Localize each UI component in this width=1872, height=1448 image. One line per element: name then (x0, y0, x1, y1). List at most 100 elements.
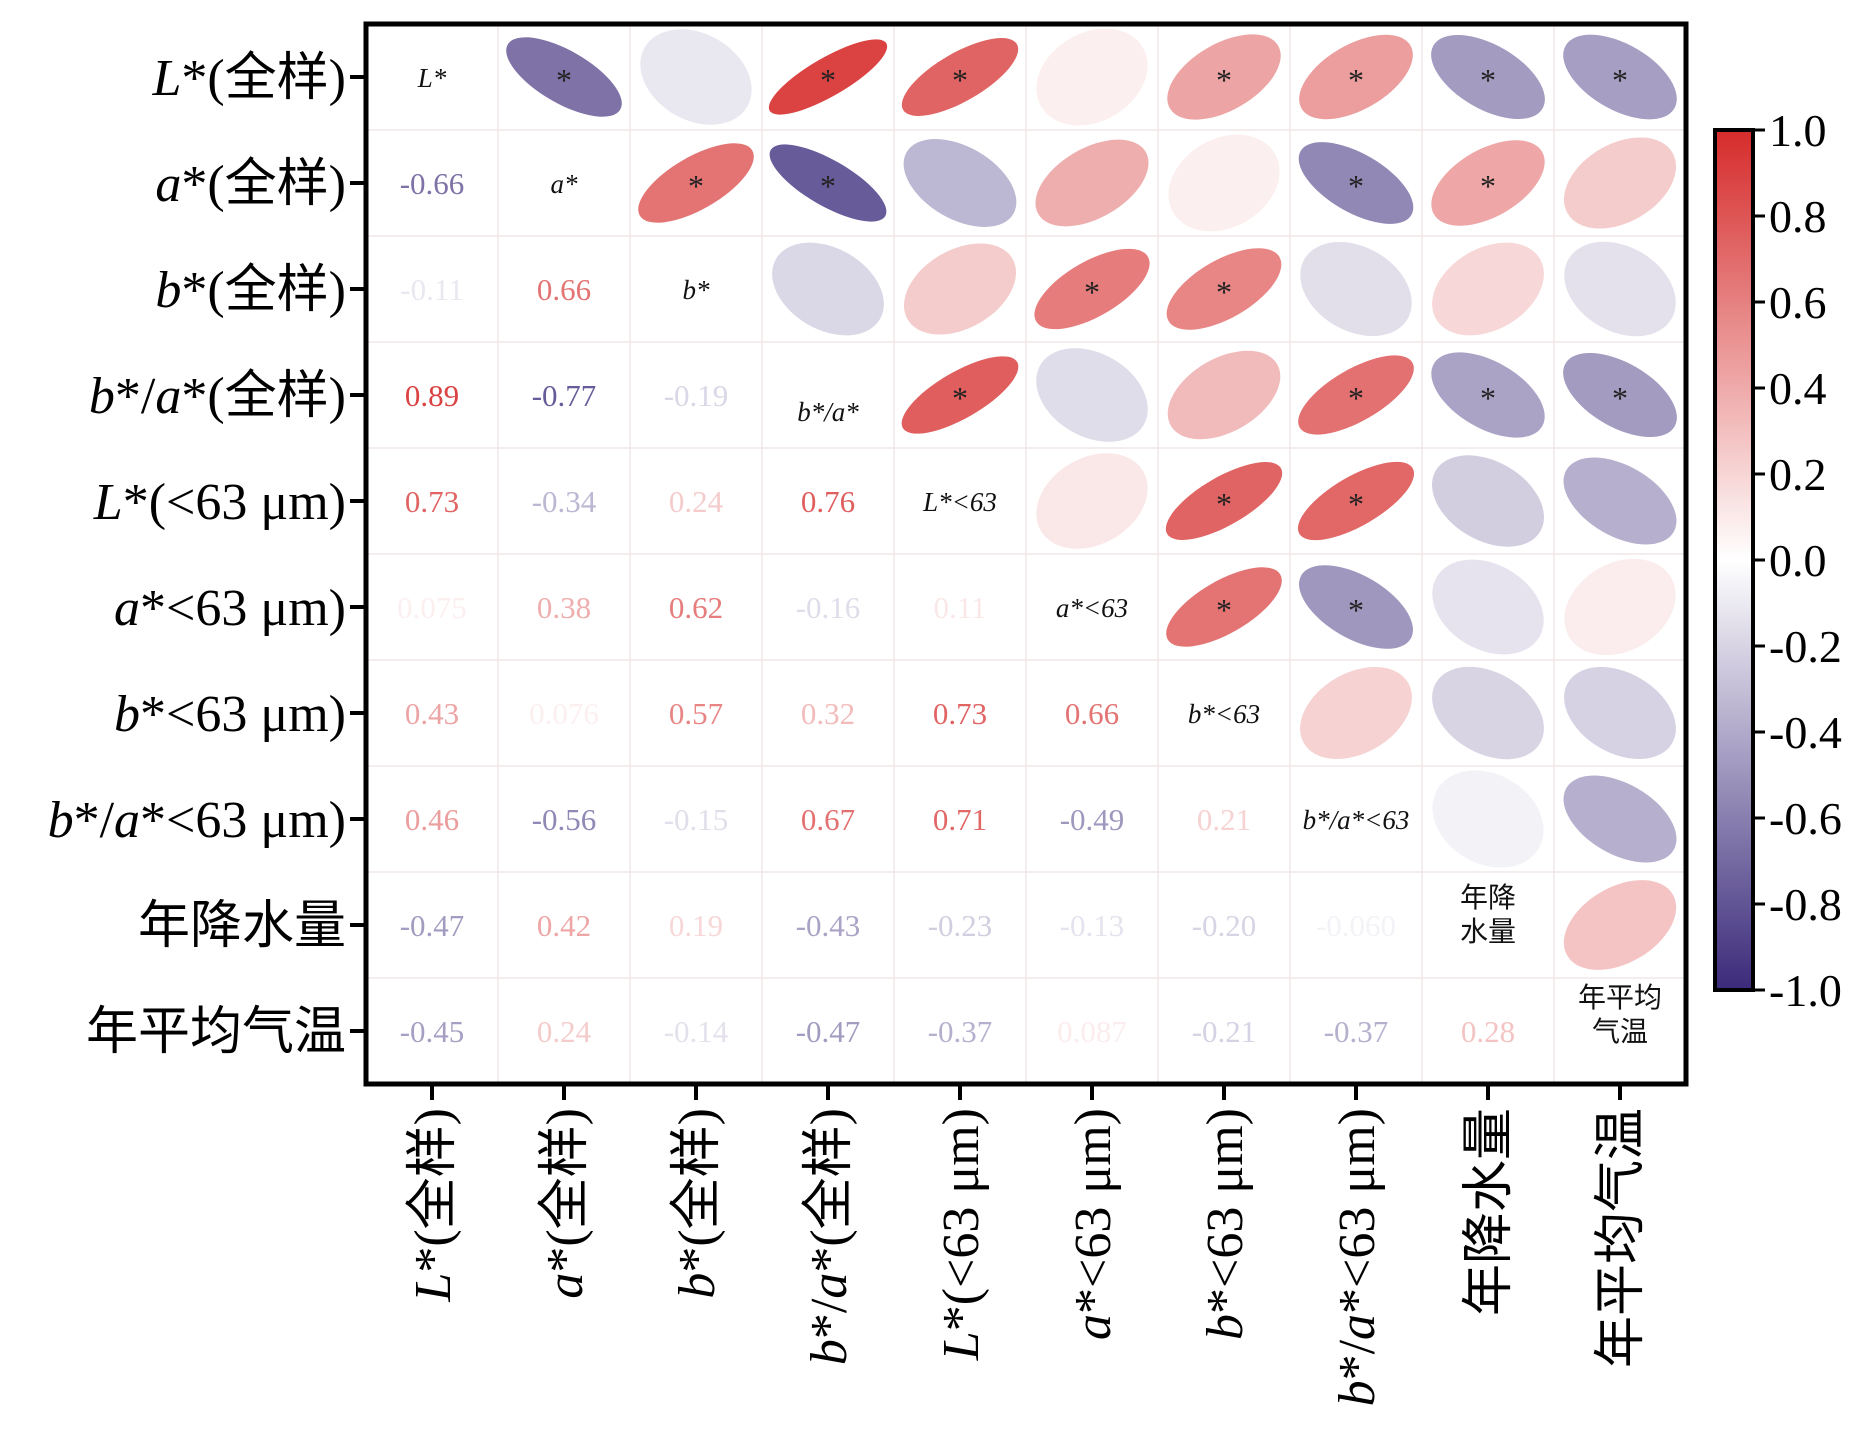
corr-value-label: -0.56 (532, 802, 597, 837)
corr-value-label: -0.13 (1060, 908, 1125, 943)
colorbar-tick-label: 0.6 (1769, 277, 1827, 328)
x-tick-label: a*(全样) (537, 1108, 594, 1299)
y-tick-label: b*/a*<63 μm) (48, 792, 346, 849)
corr-ellipse (640, 29, 752, 125)
corr-value-label: -0.15 (664, 802, 729, 837)
diagonal-label: 水量 (1460, 916, 1516, 948)
corr-value-label: 0.71 (933, 802, 987, 837)
corr-ellipse (1167, 350, 1281, 440)
y-tick-label: 年降水量 (138, 898, 346, 955)
corr-ellipse (1034, 248, 1150, 330)
upper-triangle-ellipses: * * * * * * * * * * * * * * * * * * * * * (506, 28, 1677, 970)
lower-triangle-values: -0.66 -0.11 0.66 0.89 -0.77 -0.19 0.73 -0.34 0.2… (397, 166, 1515, 1049)
corr-ellipse (1298, 142, 1414, 224)
corr-ellipse (1166, 248, 1282, 330)
y-tick-label: b*/a*(全样) (89, 368, 346, 425)
diagonal-label: L* (417, 63, 447, 93)
corr-ellipse (1165, 462, 1283, 540)
colorbar-tick-label: 0.0 (1769, 535, 1827, 586)
corr-value-label: 0.28 (1461, 1014, 1515, 1049)
corr-value-label: -0.060 (1316, 908, 1396, 943)
corr-ellipse (1035, 139, 1149, 227)
y-tick-label: a*(全样) (155, 156, 346, 213)
corr-ellipse (1432, 559, 1544, 655)
corr-ellipse (901, 356, 1019, 434)
corr-value-label: -0.16 (796, 590, 861, 625)
corr-ellipse (1431, 352, 1545, 438)
corr-value-label: -0.47 (796, 1014, 861, 1049)
significance-star: * (1612, 62, 1628, 98)
corr-value-label: 0.19 (669, 908, 723, 943)
significance-star: * (1480, 168, 1496, 204)
corr-value-label: 0.66 (1065, 696, 1119, 731)
corr-ellipse (1300, 666, 1412, 760)
corr-ellipse (903, 139, 1017, 227)
colorbar-tick-label: -0.8 (1769, 879, 1842, 930)
corr-ellipse (1036, 28, 1148, 126)
x-tick-label: L*(全样) (405, 1108, 462, 1303)
corr-ellipse (769, 144, 887, 222)
colorbar-tick-label: 0.4 (1769, 363, 1827, 414)
diagonal-label: b* (683, 275, 711, 305)
significance-star: * (1216, 274, 1232, 310)
corr-ellipse (1432, 242, 1544, 336)
plot-frame (363, 21, 1689, 1087)
corr-value-label: 0.73 (405, 484, 459, 519)
corr-ellipse (1563, 137, 1677, 229)
corr-value-label: 0.43 (405, 696, 459, 731)
corr-ellipse (1432, 666, 1544, 760)
corr-value-label: -0.23 (928, 908, 993, 943)
colorbar-tick-label: -0.6 (1769, 793, 1842, 844)
x-tick-label: b*/a*(全样) (801, 1108, 858, 1365)
corr-ellipse (1564, 666, 1676, 760)
significance-star: * (1348, 380, 1364, 416)
corr-ellipse (901, 38, 1019, 116)
corr-value-label: -0.11 (400, 272, 463, 307)
corr-ellipse (1564, 558, 1676, 656)
corr-ellipse (768, 39, 888, 115)
corr-value-label: 0.076 (529, 696, 599, 731)
corr-ellipse (1563, 457, 1677, 545)
colorbar: 1.0 0.8 0.6 0.4 0.2 0.0 -0.2 -0.4 -0.6 -0.8 -1.0 (1713, 105, 1842, 1016)
corr-ellipse (903, 243, 1017, 335)
corr-ellipse (1564, 241, 1676, 337)
corr-ellipse (1167, 34, 1281, 120)
diagonal-label: b*/a* (797, 397, 859, 427)
significance-star: * (1216, 62, 1232, 98)
corr-value-label: 0.38 (537, 590, 591, 625)
corr-ellipse (1036, 348, 1148, 442)
corr-ellipse (1168, 134, 1280, 232)
y-tick-label: L*(全样) (151, 50, 346, 107)
corr-value-label: 0.89 (405, 378, 459, 413)
significance-star: * (1216, 592, 1232, 628)
significance-star: * (1348, 62, 1364, 98)
corr-value-label: -0.45 (400, 1014, 465, 1049)
corr-value-label: -0.14 (664, 1014, 729, 1049)
corr-value-label: -0.19 (664, 378, 729, 413)
significance-star: * (1216, 486, 1232, 522)
corr-value-label: -0.37 (1324, 1014, 1389, 1049)
corr-value-label: 0.73 (933, 696, 987, 731)
corr-value-label: 0.57 (669, 696, 723, 731)
significance-star: * (820, 168, 836, 204)
corr-ellipse (1299, 565, 1413, 649)
significance-star: * (1084, 274, 1100, 310)
x-tick-label: b*(全样) (669, 1108, 726, 1299)
corr-ellipse (1431, 34, 1545, 120)
diagonal-label: 气温 (1592, 1016, 1648, 1048)
diagonal-label: a*<63 (1056, 593, 1128, 623)
y-tick-label: L*(<63 μm) (93, 474, 346, 531)
corr-ellipse (1563, 775, 1677, 863)
diagonal-label: L*<63 (922, 487, 997, 517)
corr-ellipse (1298, 355, 1414, 435)
diagonal-label: b*/a*<63 (1303, 805, 1410, 835)
colorbar-tick-label: 1.0 (1769, 105, 1827, 156)
diagonal-label: b*<63 (1188, 699, 1260, 729)
significance-star: * (1480, 380, 1496, 416)
corr-ellipse (1299, 34, 1413, 120)
x-tick-label: b*/a*<63 μm) (1329, 1108, 1386, 1406)
colorbar-tick-label: -1.0 (1769, 965, 1842, 1016)
x-axis: L*(全样) a*(全样) b*(全样) b*/a*(全样) L*(<63 μm) a*<… (405, 1084, 1650, 1406)
corr-value-label: 0.62 (669, 590, 723, 625)
colorbar-tick-label: -0.2 (1769, 621, 1842, 672)
